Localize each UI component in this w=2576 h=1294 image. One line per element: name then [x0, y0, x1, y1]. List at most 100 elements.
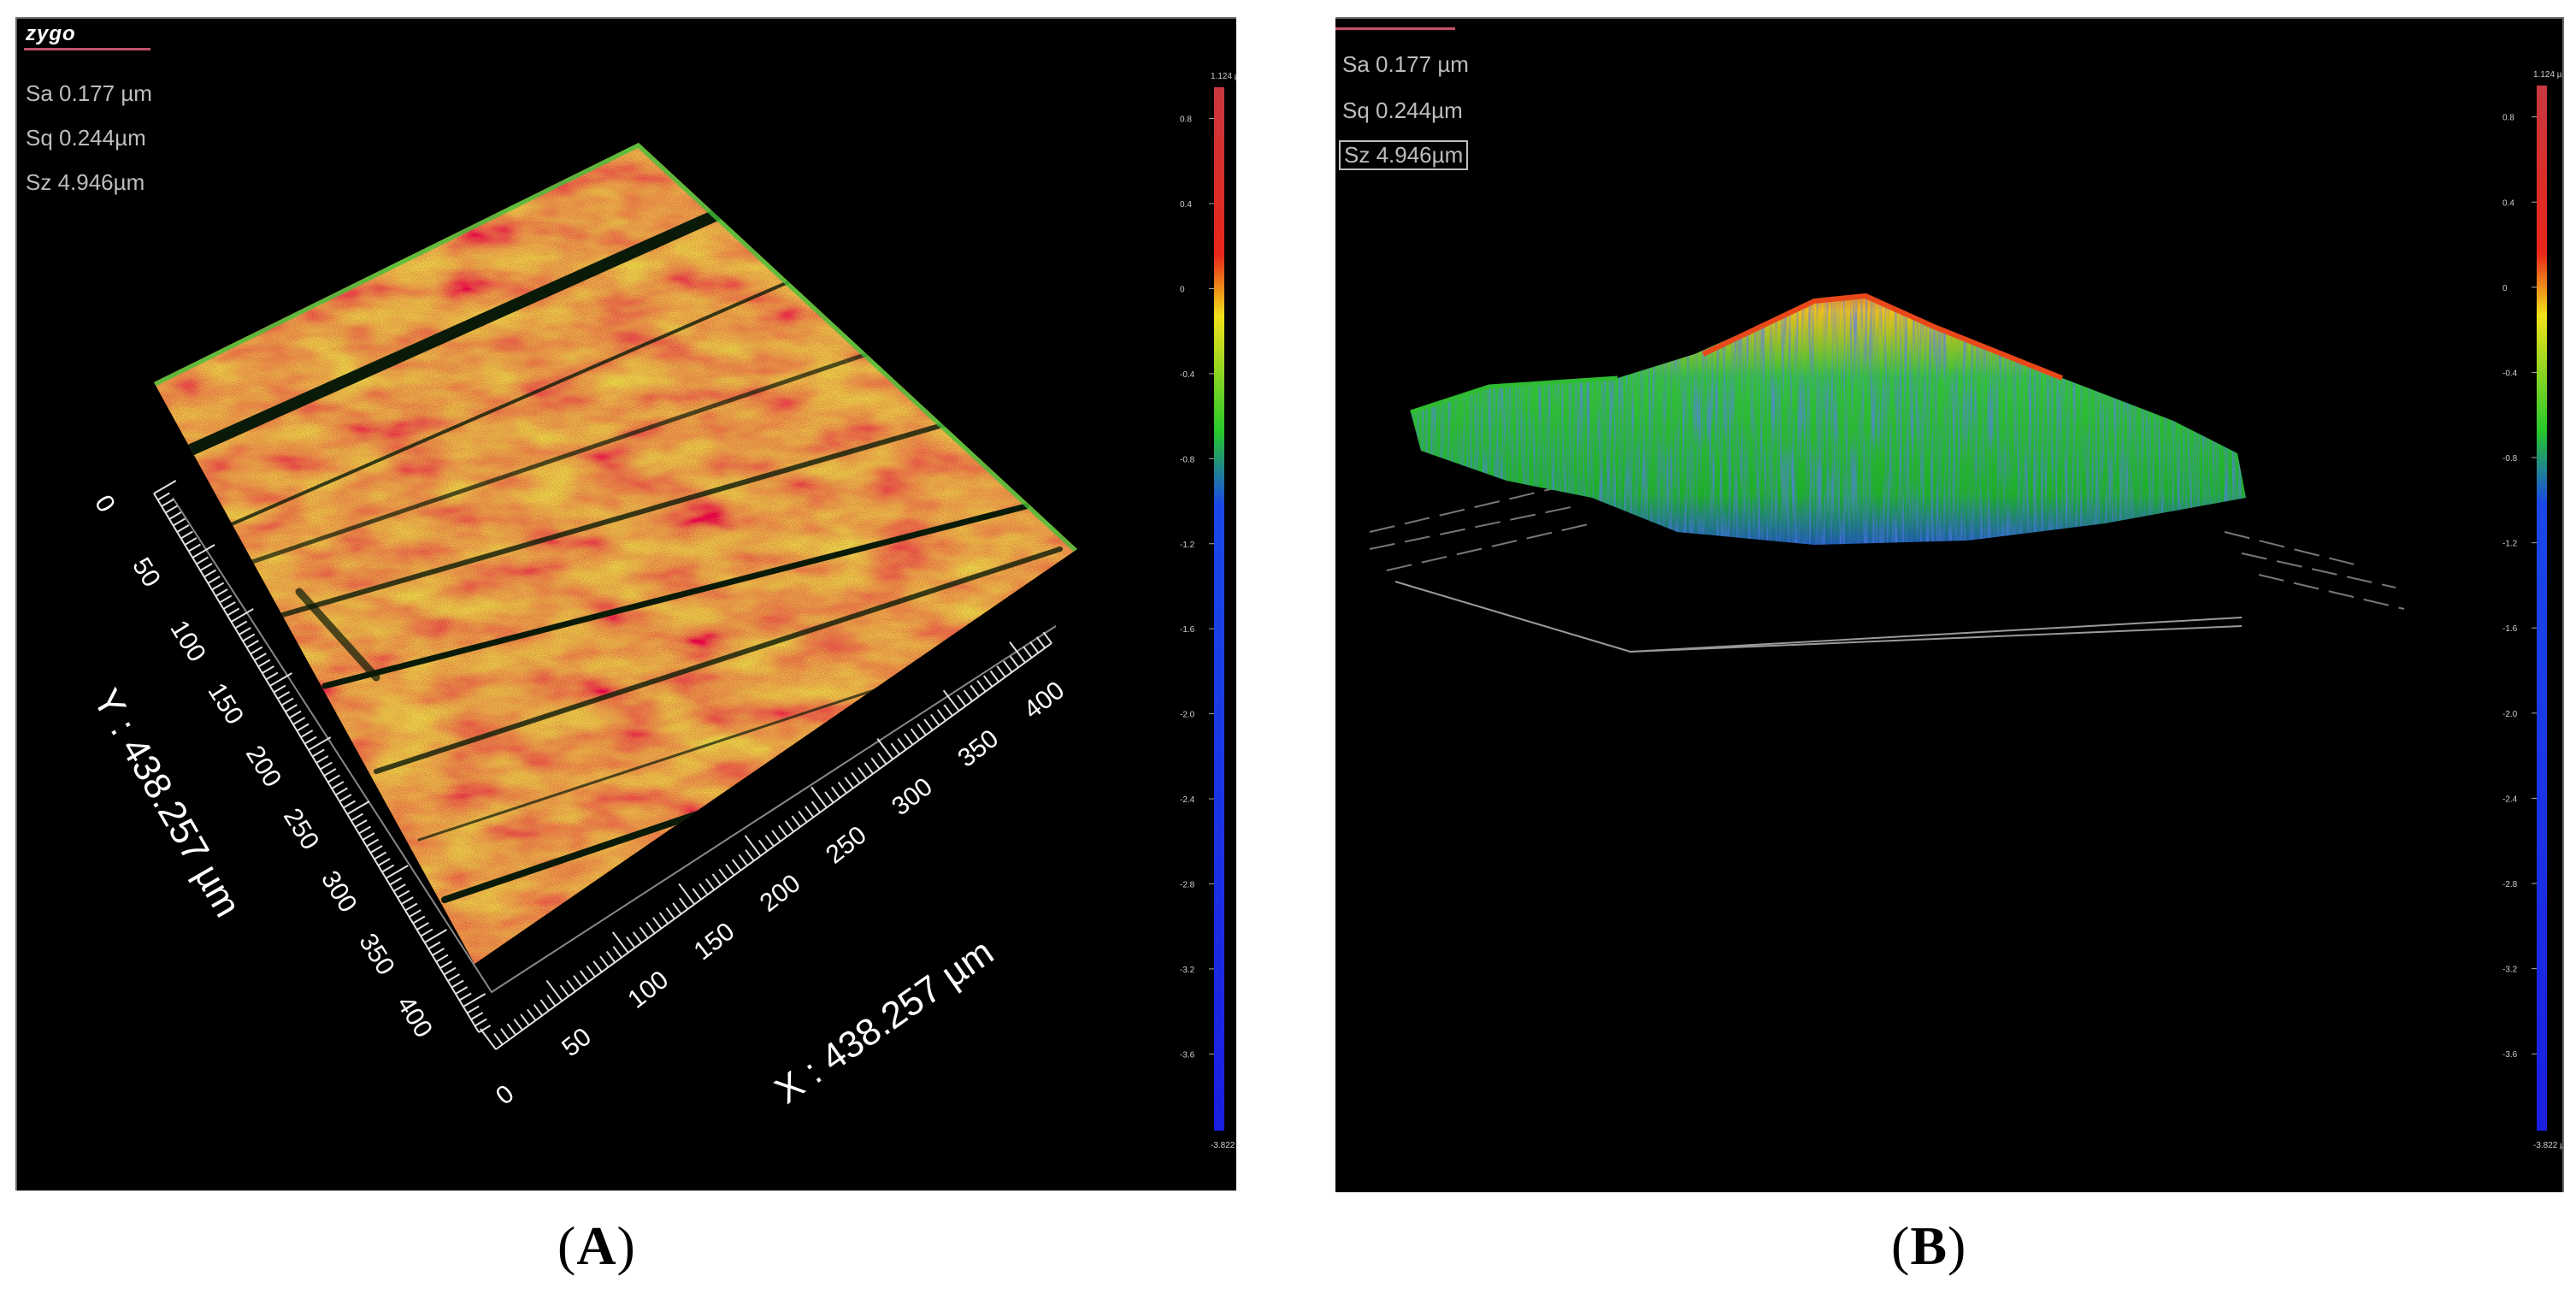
y-tick-label: 300 — [315, 866, 363, 918]
x-tick-mark — [942, 689, 960, 712]
y-tick-mark — [351, 812, 363, 822]
colorbar-tick-label: -2.8 — [1180, 880, 1195, 889]
y-tick-mark — [265, 671, 279, 681]
colorbar-max-label: 1.124 µm — [2533, 70, 2562, 80]
y-tick-mark — [173, 517, 186, 527]
x-tick-mark — [527, 1008, 537, 1021]
y-tick-mark — [254, 653, 267, 661]
colorbar-a: 1.124 µm -3.822 µm 0.8 0.4 0 -0.4 -0.8 -1.2 -1.6… — [1180, 72, 1236, 1150]
panel-a-surface-map: zygo Sa 0.177 µm Sq 0.244µm Sz 4.946µm — [15, 17, 1236, 1191]
y-tick-mark — [300, 730, 314, 738]
x-tick-mark — [1035, 636, 1046, 649]
x-tick-mark — [764, 835, 775, 848]
y-tick-label: 250 — [278, 803, 325, 854]
x-tick-mark — [876, 738, 894, 760]
colorbar-tick-label: -0.8 — [2502, 454, 2518, 464]
y-tick-mark — [362, 832, 375, 841]
colorbar-tick-label: -2.4 — [2502, 795, 2518, 804]
y-tick-mark — [470, 1012, 484, 1020]
x-tick-mark — [917, 724, 927, 736]
y-tick-mark — [474, 1018, 487, 1027]
y-tick-mark — [451, 979, 464, 989]
y-tick-mark — [447, 973, 461, 982]
y-tick-mark — [308, 736, 332, 751]
x-tick-mark — [738, 854, 748, 866]
y-tick-mark — [420, 928, 433, 937]
x-tick-mark — [910, 728, 921, 741]
x-tick-mark — [718, 868, 728, 881]
x-tick-mark — [890, 742, 900, 755]
x-tick-mark — [744, 835, 762, 857]
y-tick-mark — [280, 697, 294, 706]
y-tick-mark — [304, 736, 317, 745]
y-tick-mark — [366, 838, 380, 848]
x-tick-mark — [870, 757, 881, 770]
y-tick-mark — [397, 889, 410, 899]
y-tick-label: 100 — [164, 616, 211, 667]
y-tick-mark — [335, 787, 348, 796]
x-tick-mark — [493, 1032, 504, 1045]
y-tick-label: 200 — [240, 741, 287, 792]
x-tick-mark — [1023, 646, 1033, 659]
colorbar-tick-label: 0 — [2502, 284, 2508, 293]
colorbar-tick-label: -2.4 — [1180, 795, 1195, 805]
y-tick-mark — [424, 929, 447, 943]
x-tick-mark — [830, 786, 841, 799]
y-tick-mark — [161, 499, 174, 507]
y-tick-mark — [458, 992, 472, 1002]
sa-value: Sa 0.177 µm — [26, 80, 152, 106]
y-tick-mark — [416, 922, 429, 931]
y-tick-mark — [239, 627, 251, 635]
y-tick-mark — [343, 800, 356, 809]
y-tick-mark — [211, 582, 225, 591]
y-tick-mark — [184, 537, 197, 546]
x-tick-mark — [678, 883, 695, 905]
x-tick-mark — [632, 931, 643, 944]
x-tick-mark — [982, 675, 993, 688]
y-tick-mark — [455, 986, 469, 995]
colorbar-tick-label: -2.8 — [2502, 880, 2518, 889]
x-tick-mark — [711, 873, 722, 886]
x-tick-mark — [573, 975, 583, 988]
x-tick-mark — [1009, 641, 1026, 664]
x-tick-mark — [757, 839, 769, 852]
x-tick-mark — [506, 1023, 517, 1036]
y-tick-mark — [401, 896, 414, 905]
logo-underline — [24, 48, 150, 50]
x-tick-mark — [545, 979, 563, 1002]
x-tick-mark — [798, 810, 808, 823]
y-tick-mark — [374, 851, 387, 860]
y-tick-mark — [292, 717, 306, 725]
x-tick-mark — [771, 830, 781, 842]
colorbar-tick-label: 0.4 — [2502, 198, 2514, 208]
x-tick-mark — [626, 936, 636, 948]
y-tick-label: 150 — [203, 678, 250, 730]
x-tick-mark — [699, 883, 709, 895]
colorbar-tick-label: -1.2 — [2502, 540, 2518, 549]
surface-3d-view-b: 1.124 µm -3.822 µm 0.8 0.4 0 -0.4 -0.8 -1.2 -1.6… — [1369, 70, 2562, 1150]
y-tick-mark — [412, 915, 426, 925]
x-tick-mark — [1029, 641, 1040, 653]
x-tick-mark — [857, 766, 868, 779]
sz-value: Sz 4.946µm — [26, 169, 145, 195]
y-tick-mark — [196, 556, 209, 565]
y-tick-mark — [277, 691, 291, 700]
x-tick-mark — [731, 859, 742, 872]
y-tick-mark — [392, 883, 406, 892]
x-tick-mark — [612, 946, 622, 959]
y-tick-mark — [153, 480, 177, 494]
y-tick-mark — [466, 1005, 480, 1014]
x-tick-label: 50 — [557, 1023, 597, 1063]
colorbar-min-label: -3.822 µm — [1211, 1141, 1236, 1150]
x-tick-label: 350 — [952, 724, 1004, 773]
y-tick-mark — [250, 646, 263, 655]
y-tick-mark — [188, 543, 201, 552]
colorbar-tick-label: -1.6 — [2502, 624, 2518, 634]
x-tick-mark — [539, 999, 550, 1012]
x-tick-mark — [1042, 631, 1052, 644]
sq-value: Sq 0.244µm — [26, 125, 146, 151]
x-tick-mark — [652, 917, 663, 930]
colorbar-tick-label: -3.2 — [2502, 966, 2518, 975]
y-tick-mark — [311, 748, 325, 758]
y-tick-mark — [389, 877, 403, 886]
